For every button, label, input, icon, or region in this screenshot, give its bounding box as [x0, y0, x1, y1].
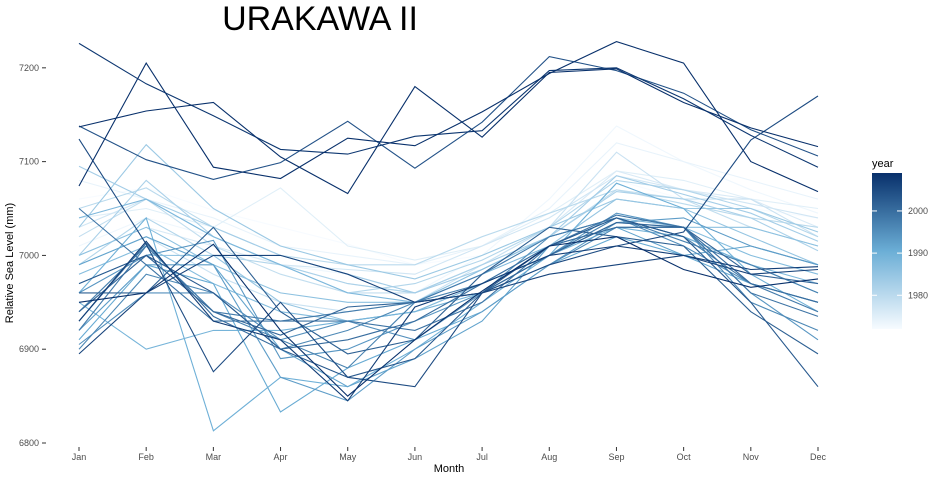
x-tick-label-apr: Apr — [274, 452, 288, 462]
legend-title: year — [872, 158, 894, 170]
series-line-1986-14 — [78, 217, 819, 303]
x-tick-label-sep: Sep — [608, 452, 624, 462]
series-line-1974-2 — [78, 142, 819, 266]
series-line-1993-21 — [78, 217, 819, 402]
y-axis: 6800 6900 7000 7100 7200 — [19, 63, 46, 448]
year-legend: year 1980 1990 2000 — [872, 158, 928, 329]
series-line-2006-34 — [78, 254, 819, 355]
series-line-1973-1 — [78, 125, 819, 294]
legend-colorbar — [872, 173, 902, 329]
y-axis-title: Relative Sea Level (mm) — [4, 203, 16, 323]
y-tick-label-7000: 7000 — [19, 250, 39, 260]
series-line-2004-32 — [78, 56, 819, 180]
series-lines — [78, 41, 819, 432]
series-line-2007-35 — [78, 240, 819, 402]
series-line-1981-9 — [78, 179, 819, 294]
series-line-1984-12 — [78, 143, 819, 280]
x-tick-label-jan: Jan — [72, 452, 87, 462]
legend-tick-label-1980: 1980 — [908, 290, 928, 300]
series-line-1983-11 — [78, 165, 819, 294]
x-tick-label-feb: Feb — [138, 452, 154, 462]
series-line-1975-3 — [78, 170, 819, 261]
x-tick-label-aug: Aug — [541, 452, 557, 462]
series-line-1978-6 — [78, 151, 819, 313]
legend-tick-label-2000: 2000 — [908, 206, 928, 216]
series-line-2009-38 — [78, 68, 819, 195]
x-axis: Jan Feb Mar Apr May Jun Jul Aug Sep Oct Nov Dec — [72, 447, 827, 462]
series-line-1980-8 — [78, 187, 819, 266]
x-tick-label-nov: Nov — [743, 452, 760, 462]
y-tick-label-6900: 6900 — [19, 344, 39, 354]
series-line-2009-37 — [78, 41, 819, 193]
series-line-2002-30 — [79, 226, 819, 355]
y-tick-label-7200: 7200 — [19, 63, 39, 73]
x-tick-label-jul: Jul — [476, 452, 488, 462]
y-tick-label-7100: 7100 — [19, 157, 39, 167]
series-line-2003-31 — [78, 217, 819, 388]
x-tick-label-mar: Mar — [206, 452, 222, 462]
series-line-2000-28 — [78, 226, 819, 350]
series-line-2009-39 — [78, 236, 819, 397]
series-line-1982-10 — [78, 179, 819, 294]
x-tick-label-dec: Dec — [810, 452, 827, 462]
legend-tick-label-1990: 1990 — [908, 248, 928, 258]
legend-ticks: 1980 1990 2000 — [872, 206, 928, 300]
series-line-1999-27 — [78, 208, 819, 331]
y-tick-label-6800: 6800 — [19, 438, 39, 448]
x-tick-label-oct: Oct — [677, 452, 692, 462]
x-tick-label-may: May — [339, 452, 357, 462]
series-line-2005-33 — [78, 95, 819, 388]
x-tick-label-jun: Jun — [408, 452, 423, 462]
series-line-1991-19 — [78, 236, 819, 413]
x-axis-title: Month — [434, 463, 465, 475]
series-line-1998-26 — [78, 217, 819, 331]
chart-title: URAKAWA II — [222, 0, 418, 38]
series-line-2008-36 — [78, 42, 819, 168]
